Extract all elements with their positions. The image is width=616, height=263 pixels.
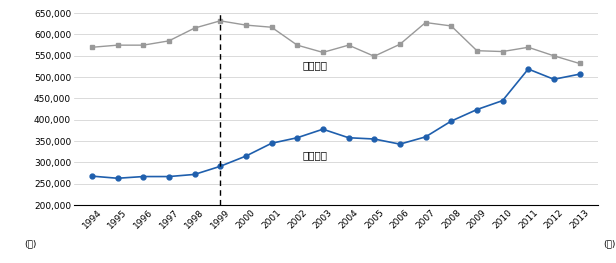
Text: (人): (人) xyxy=(24,240,36,249)
Text: (年): (年) xyxy=(602,240,615,249)
Text: 職業訓練: 職業訓練 xyxy=(302,61,327,71)
Text: 高等教芲: 高等教芲 xyxy=(302,150,327,160)
